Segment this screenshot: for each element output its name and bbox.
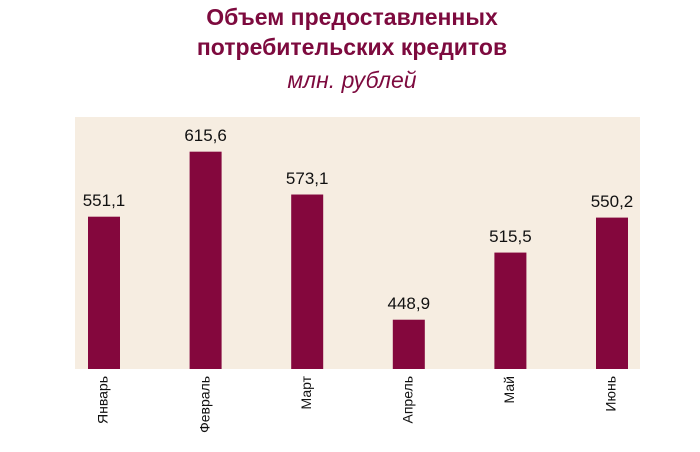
plot-area [75, 117, 640, 369]
x-tick-label: Май [501, 376, 517, 403]
value-label: 551,1 [83, 191, 126, 210]
bar [596, 217, 628, 369]
chart-subtitle: млн. рублей [287, 67, 416, 93]
bar [494, 252, 527, 369]
x-tick-label: Июнь [603, 376, 619, 412]
value-label: 550,2 [591, 192, 634, 211]
value-label: 515,5 [489, 227, 532, 246]
x-tick-label: Апрель [400, 376, 416, 424]
value-label: 615,6 [184, 126, 227, 145]
x-tick-label: Март [298, 375, 314, 409]
bar [88, 216, 120, 369]
bar [392, 319, 425, 369]
bar [291, 194, 324, 369]
bar [189, 151, 222, 369]
chart-title: Объем предоставленных [206, 4, 498, 30]
x-tick-label: Февраль [196, 376, 212, 433]
chart-title: потребительских кредитов [197, 34, 507, 60]
value-label: 448,9 [388, 294, 431, 313]
value-label: 573,1 [286, 169, 329, 188]
x-tick-label: Январь [95, 376, 111, 424]
